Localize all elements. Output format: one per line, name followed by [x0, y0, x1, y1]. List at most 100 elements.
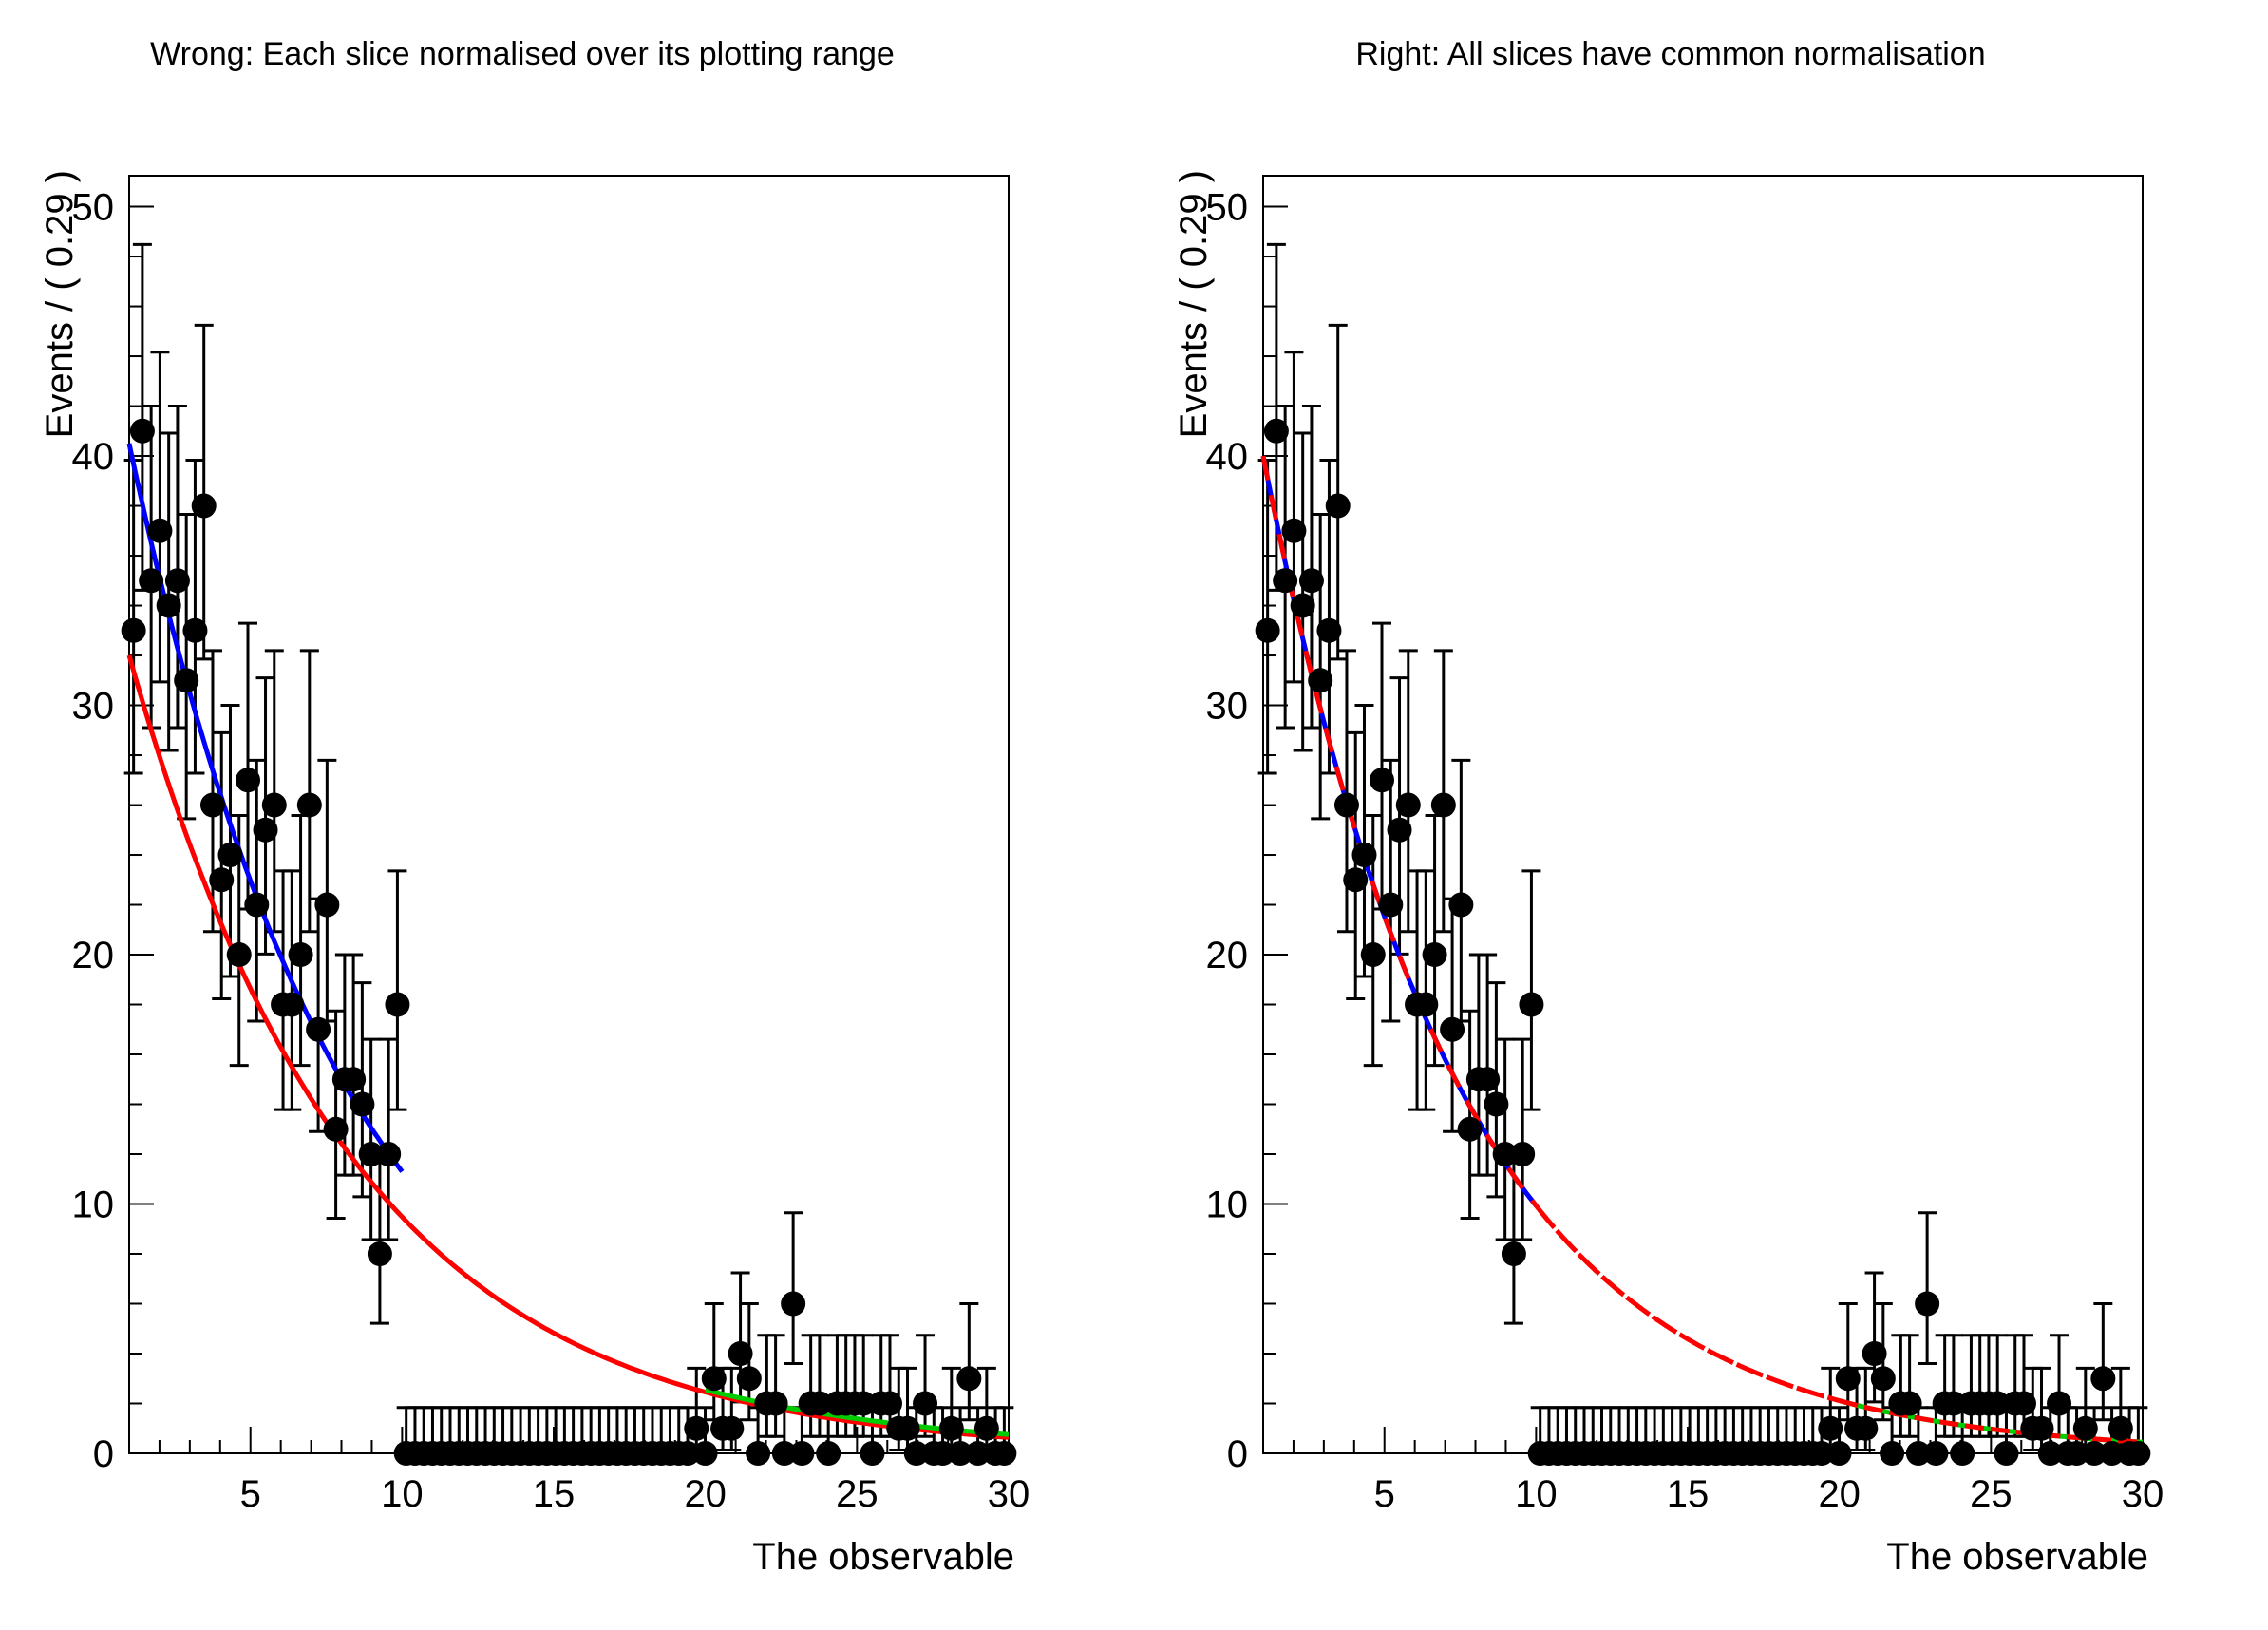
y-tick-label: 10: [1206, 1185, 1249, 1226]
data-point: [1457, 1116, 1483, 1142]
error-bar: [1918, 1211, 1937, 1365]
data-point: [956, 1366, 982, 1392]
error-bar: [1284, 351, 1304, 684]
full-range-fit-curve: [126, 654, 1010, 1440]
data-point: [973, 1415, 999, 1441]
error-bars: [1257, 242, 2148, 1453]
x-tick-label: 15: [1667, 1473, 1710, 1515]
data-point: [358, 1142, 384, 1167]
error-bar: [784, 1211, 803, 1365]
error-bar: [150, 351, 170, 684]
data-point: [992, 1441, 1017, 1466]
error-bar: [1970, 1334, 1990, 1438]
data-point: [1835, 1366, 1861, 1392]
error-bar: [1460, 1009, 1480, 1220]
data-point: [965, 1441, 991, 1466]
data-point: [1950, 1441, 1975, 1466]
data-point: [1862, 1341, 1887, 1367]
data-point: [236, 768, 261, 793]
data-point: [789, 1441, 815, 1466]
data-point: [2037, 1441, 2063, 1466]
x-tick-label: 5: [1374, 1473, 1395, 1515]
error-bar: [1381, 758, 1401, 1023]
data-point: [367, 1241, 392, 1267]
data-point: [1870, 1366, 1896, 1392]
y-tick-label: 50: [1206, 187, 1249, 229]
error-bar: [1521, 869, 1541, 1111]
error-bar: [379, 1037, 399, 1241]
data-point: [1316, 617, 1342, 643]
data-point: [877, 1391, 902, 1416]
error-bar: [1443, 897, 1463, 1133]
data-point: [306, 1016, 331, 1042]
y-tick-label: 20: [1206, 935, 1249, 976]
error-bar: [194, 323, 214, 661]
x-tick-label: 25: [836, 1473, 879, 1515]
data-point: [323, 1116, 349, 1142]
error-bar: [765, 1334, 785, 1438]
data-point: [816, 1441, 841, 1466]
error-bar: [1354, 704, 1374, 978]
error-bar: [1266, 242, 1286, 592]
data-point: [913, 1391, 938, 1416]
x-tick-label: 5: [240, 1473, 261, 1515]
data-point: [1853, 1415, 1879, 1441]
data-point: [1905, 1441, 1931, 1466]
data-point: [1826, 1441, 1852, 1466]
plot-frame: [128, 175, 1010, 1454]
error-bar: [344, 953, 364, 1177]
data-point: [209, 867, 235, 893]
data-point: [948, 1441, 973, 1466]
error-bar: [238, 621, 258, 911]
data-point: [288, 942, 313, 968]
y-tick-label: 20: [72, 935, 115, 976]
y-tick-label: 50: [72, 187, 115, 229]
data-point: [771, 1441, 797, 1466]
error-bar: [801, 1334, 821, 1438]
error-bar: [1513, 1037, 1533, 1241]
data-point: [261, 792, 287, 818]
error-bar: [1495, 1037, 1515, 1241]
error-bar: [1988, 1334, 2008, 1438]
data-point: [1448, 892, 1474, 918]
data-point: [684, 1415, 709, 1441]
error-bar: [809, 1334, 829, 1438]
full-range-fit-curve: [1839, 1398, 2144, 1445]
data-point: [806, 1391, 832, 1416]
data-point: [121, 617, 146, 643]
x-tick-label: 30: [2122, 1473, 2164, 1515]
data-point: [1818, 1415, 1843, 1441]
y-axis-title: Events / ( 0.29 ): [39, 170, 81, 438]
error-bar: [704, 1302, 724, 1422]
data-point: [2064, 1441, 2089, 1466]
error-bar: [299, 649, 319, 934]
fit-curves: [126, 443, 1010, 1440]
y-tick-label: 0: [1227, 1433, 1248, 1475]
error-bar: [1311, 513, 1331, 821]
data-point: [1475, 1067, 1501, 1092]
right-panel-title: Right: All slices have common normalisat…: [1355, 36, 1986, 72]
y-axis: [129, 205, 154, 1454]
error-bar: [387, 869, 407, 1111]
error-bar: [959, 1302, 979, 1422]
data-point: [860, 1441, 885, 1466]
x-tick-label: 30: [988, 1473, 1030, 1515]
y-tick-label: 10: [72, 1185, 115, 1226]
data-point: [728, 1341, 753, 1367]
error-bar: [916, 1334, 936, 1438]
data-point: [2099, 1441, 2125, 1466]
data-point: [1360, 942, 1386, 968]
data-point: [1440, 1016, 1465, 1042]
data-point: [2090, 1366, 2116, 1392]
data-point: [174, 668, 199, 693]
error-bar: [274, 869, 293, 1111]
data-point: [2011, 1391, 2036, 1416]
data-point: [1343, 867, 1369, 893]
data-point: [385, 992, 410, 1017]
data-point: [895, 1415, 920, 1441]
data-point: [1255, 617, 1280, 643]
data-point: [1510, 1142, 1536, 1167]
